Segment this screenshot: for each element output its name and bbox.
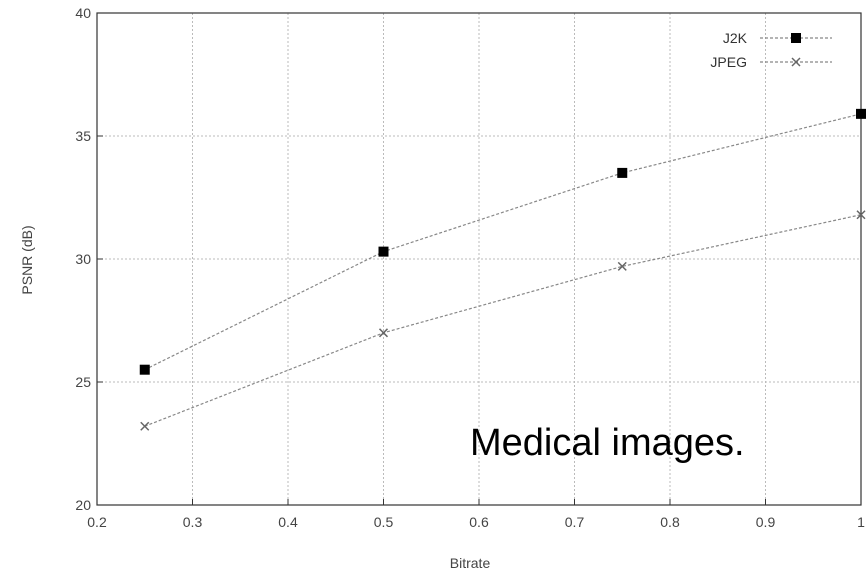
data-point-j2k [378, 246, 389, 257]
y-axis-label: PSNR (dB) [19, 225, 35, 294]
marker-stroke [140, 421, 150, 431]
legend-label: JPEG [710, 54, 747, 70]
data-point-j2k [617, 167, 628, 178]
marker-stroke [378, 328, 389, 338]
data-point-jpeg [140, 421, 150, 431]
x-tick-label: 0.5 [374, 514, 394, 530]
data-point-jpeg [856, 210, 866, 220]
y-axis-ticks: 20 25 30 35 40 [75, 5, 103, 513]
marker-stroke [791, 57, 801, 67]
y-tick-label: 25 [75, 374, 91, 390]
data-point-j2k [856, 108, 866, 119]
data-point-jpeg [617, 261, 627, 271]
data-point-j2k [139, 364, 150, 375]
y-tick-label: 30 [75, 251, 91, 267]
x-tick-label: 0.3 [183, 514, 203, 530]
series-line-jpeg [144, 214, 862, 427]
series-jpeg [140, 210, 866, 431]
x-tick-label: 0.2 [87, 514, 107, 530]
marker-stroke [617, 261, 627, 271]
legend-marker [791, 57, 801, 67]
marker-stroke [856, 210, 866, 220]
y-tick-label: 40 [75, 5, 91, 21]
legend: J2K JPEG [710, 30, 832, 70]
x-tick-label: 0.9 [756, 514, 776, 530]
x-tick-label: 0.8 [660, 514, 680, 530]
x-axis-ticks: 0.2 0.3 0.4 0.5 0.6 0.7 0.8 0.9 1 [87, 499, 865, 530]
annotation-text: Medical images. [470, 422, 745, 464]
x-tick-label: 0.7 [565, 514, 585, 530]
series-j2k [139, 108, 866, 375]
chart-series [139, 108, 866, 431]
legend-label: J2K [723, 30, 748, 46]
x-axis-label: Bitrate [450, 555, 491, 571]
y-tick-label: 20 [75, 497, 91, 513]
series-line-j2k [144, 113, 862, 371]
x-tick-label: 0.6 [469, 514, 489, 530]
legend-marker [791, 33, 801, 43]
x-tick-label: 0.4 [278, 514, 298, 530]
x-tick-label: 1 [857, 514, 865, 530]
data-point-jpeg [378, 328, 389, 338]
y-tick-label: 35 [75, 128, 91, 144]
